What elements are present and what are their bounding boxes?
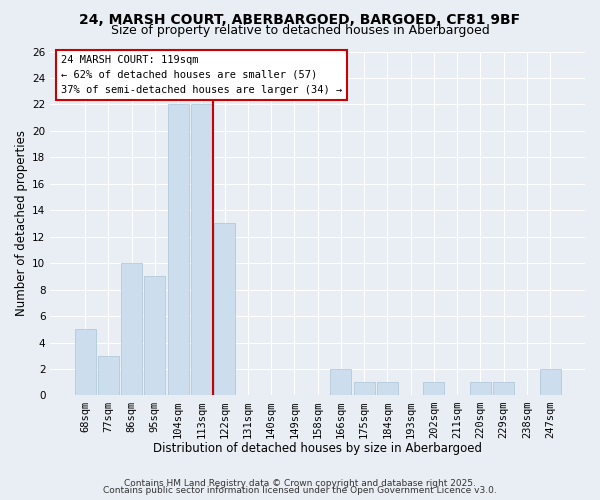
Text: Contains HM Land Registry data © Crown copyright and database right 2025.: Contains HM Land Registry data © Crown c…: [124, 478, 476, 488]
Bar: [121, 263, 142, 396]
Bar: [145, 276, 165, 396]
Text: 24 MARSH COURT: 119sqm
← 62% of detached houses are smaller (57)
37% of semi-det: 24 MARSH COURT: 119sqm ← 62% of detached…: [61, 55, 342, 94]
Bar: [424, 382, 445, 396]
Bar: [167, 104, 188, 396]
Text: Contains public sector information licensed under the Open Government Licence v3: Contains public sector information licen…: [103, 486, 497, 495]
Bar: [470, 382, 491, 396]
Bar: [331, 369, 352, 396]
Text: 24, MARSH COURT, ABERBARGOED, BARGOED, CF81 9BF: 24, MARSH COURT, ABERBARGOED, BARGOED, C…: [79, 12, 521, 26]
X-axis label: Distribution of detached houses by size in Aberbargoed: Distribution of detached houses by size …: [153, 442, 482, 455]
Bar: [377, 382, 398, 396]
Y-axis label: Number of detached properties: Number of detached properties: [15, 130, 28, 316]
Bar: [191, 104, 212, 396]
Bar: [74, 330, 95, 396]
Bar: [214, 224, 235, 396]
Bar: [98, 356, 119, 396]
Bar: [540, 369, 560, 396]
Bar: [493, 382, 514, 396]
Bar: [353, 382, 374, 396]
Text: Size of property relative to detached houses in Aberbargoed: Size of property relative to detached ho…: [110, 24, 490, 37]
